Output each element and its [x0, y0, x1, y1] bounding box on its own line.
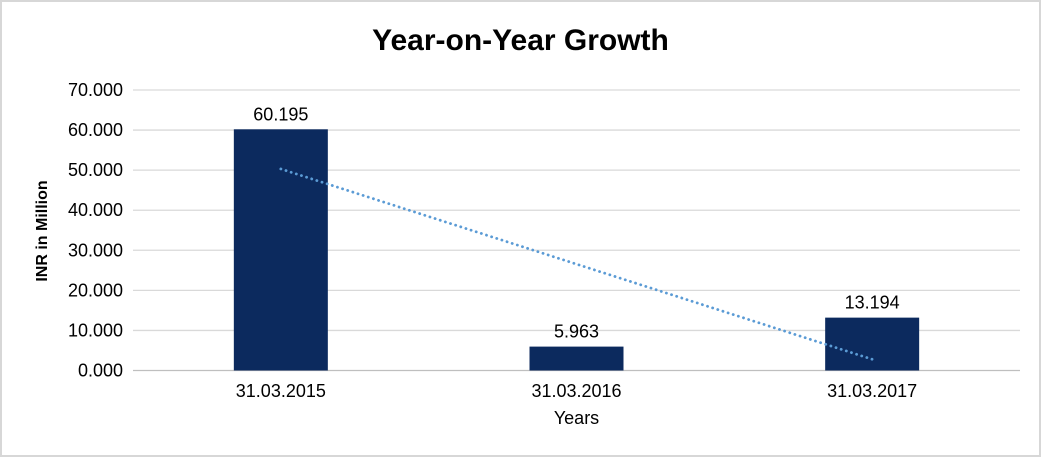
trendline [279, 167, 874, 361]
bar [233, 129, 328, 371]
x-category-label: 31.03.2015 [236, 381, 326, 401]
bar-value-label: 13.194 [845, 293, 900, 313]
y-tick-label: 10.000 [68, 320, 123, 340]
y-tick-label: 60.000 [68, 120, 123, 140]
bar-value-label: 5.963 [554, 322, 599, 342]
y-tick-label: 50.000 [68, 160, 123, 180]
bar [529, 346, 624, 371]
chart-title: Year-on-Year Growth [372, 24, 669, 57]
y-tick-label: 40.000 [68, 200, 123, 220]
y-tick-label: 30.000 [68, 240, 123, 260]
bar-value-label: 60.195 [253, 104, 308, 124]
x-category-label: 31.03.2016 [531, 381, 621, 401]
y-tick-label: 20.000 [68, 280, 123, 300]
y-axis-title: INR in Million [34, 180, 51, 282]
y-tick-label: 70.000 [68, 80, 123, 100]
x-category-label: 31.03.2017 [827, 381, 917, 401]
x-axis-title: Years [553, 408, 600, 428]
bar [825, 317, 920, 371]
y-tick-label: 0.000 [78, 361, 123, 381]
